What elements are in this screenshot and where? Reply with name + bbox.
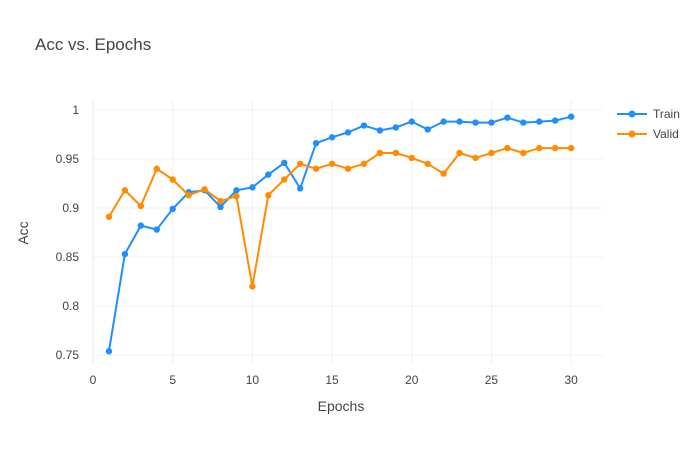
y-axis-title: Acc <box>15 221 31 244</box>
data-point-valid[interactable] <box>233 192 240 200</box>
series-layer <box>105 113 575 355</box>
legend-item-train[interactable]: Train <box>617 107 680 121</box>
data-point-valid[interactable] <box>281 176 288 183</box>
series-line-train <box>107 115 572 352</box>
data-point-valid[interactable] <box>217 197 224 205</box>
data-point-train[interactable] <box>440 118 447 125</box>
y-tick-label: 0.9 <box>62 201 79 215</box>
data-point-valid[interactable] <box>456 149 463 157</box>
y-tick-label: 1 <box>72 103 79 117</box>
data-point-valid[interactable] <box>424 160 431 167</box>
data-point-train[interactable] <box>233 187 240 194</box>
data-point-train[interactable] <box>551 117 559 124</box>
data-point-valid[interactable] <box>249 283 256 290</box>
data-point-valid[interactable] <box>137 202 145 210</box>
series-line-valid <box>108 147 572 288</box>
x-axis-title: Epochs <box>318 398 365 414</box>
data-point-train[interactable] <box>137 222 145 229</box>
data-point-train[interactable] <box>105 348 113 355</box>
data-point-valid[interactable] <box>312 165 320 172</box>
data-point-valid[interactable] <box>488 149 495 157</box>
data-point-valid[interactable] <box>105 213 113 220</box>
data-point-valid[interactable] <box>153 165 160 172</box>
data-point-train[interactable] <box>472 119 479 126</box>
data-point-train[interactable] <box>153 226 160 233</box>
x-tick-label: 15 <box>325 373 339 387</box>
data-point-train[interactable] <box>520 119 527 126</box>
x-tick-label: 20 <box>405 373 419 387</box>
data-point-train[interactable] <box>328 134 336 141</box>
legend-valid-label: Valid <box>653 127 679 141</box>
x-tick-label: 25 <box>485 373 499 387</box>
data-point-valid[interactable] <box>567 144 575 152</box>
data-point-valid[interactable] <box>121 187 129 194</box>
y-tick-label: 0.85 <box>56 250 80 264</box>
data-point-train[interactable] <box>567 113 575 120</box>
data-point-train[interactable] <box>392 124 400 131</box>
data-point-valid[interactable] <box>169 176 176 183</box>
data-point-train[interactable] <box>424 126 431 133</box>
data-point-valid[interactable] <box>536 144 543 152</box>
data-point-train[interactable] <box>536 118 543 125</box>
data-point-valid[interactable] <box>328 160 336 167</box>
data-point-valid[interactable] <box>504 144 511 152</box>
legend-train-marker <box>628 110 636 118</box>
y-tick-label: 0.95 <box>56 152 80 166</box>
data-point-valid[interactable] <box>392 149 400 157</box>
x-tick-label: 0 <box>90 373 97 387</box>
grid-layer <box>92 100 603 365</box>
data-point-train[interactable] <box>169 205 176 213</box>
data-point-valid[interactable] <box>376 149 384 157</box>
data-point-valid[interactable] <box>360 160 368 167</box>
data-point-valid[interactable] <box>408 154 415 162</box>
data-point-train[interactable] <box>344 129 352 136</box>
chart-title: Acc vs. Epochs <box>35 35 151 54</box>
data-point-valid[interactable] <box>472 154 479 162</box>
data-point-train[interactable] <box>360 122 368 129</box>
data-point-valid[interactable] <box>520 149 527 157</box>
data-point-train[interactable] <box>456 118 463 125</box>
y-tick-label: 0.75 <box>56 348 80 362</box>
data-point-train[interactable] <box>312 139 320 147</box>
data-point-valid[interactable] <box>185 192 192 199</box>
data-point-valid[interactable] <box>296 160 304 167</box>
data-point-train[interactable] <box>121 250 129 258</box>
legend-item-valid[interactable]: Valid <box>617 127 679 141</box>
data-point-train[interactable] <box>249 184 256 191</box>
data-point-valid[interactable] <box>201 186 208 193</box>
data-point-train[interactable] <box>217 203 224 211</box>
data-point-train[interactable] <box>296 185 304 192</box>
data-point-valid[interactable] <box>344 165 352 172</box>
legend-valid-marker <box>628 130 636 138</box>
legend-train-label: Train <box>653 107 680 121</box>
data-point-valid[interactable] <box>440 170 447 177</box>
x-tick-label: 5 <box>169 373 176 387</box>
data-point-valid[interactable] <box>265 192 272 199</box>
series-valid <box>105 144 575 290</box>
data-point-train[interactable] <box>376 127 384 134</box>
data-point-train[interactable] <box>488 119 495 126</box>
data-point-train[interactable] <box>265 171 272 178</box>
data-point-train[interactable] <box>281 159 288 167</box>
x-tick-label: 30 <box>564 373 578 387</box>
y-tick-label: 0.8 <box>62 299 79 313</box>
data-point-valid[interactable] <box>551 144 559 152</box>
legend[interactable]: Train Valid <box>617 107 680 141</box>
data-point-train[interactable] <box>408 118 415 125</box>
x-tick-label: 10 <box>246 373 260 387</box>
data-point-train[interactable] <box>504 114 511 121</box>
